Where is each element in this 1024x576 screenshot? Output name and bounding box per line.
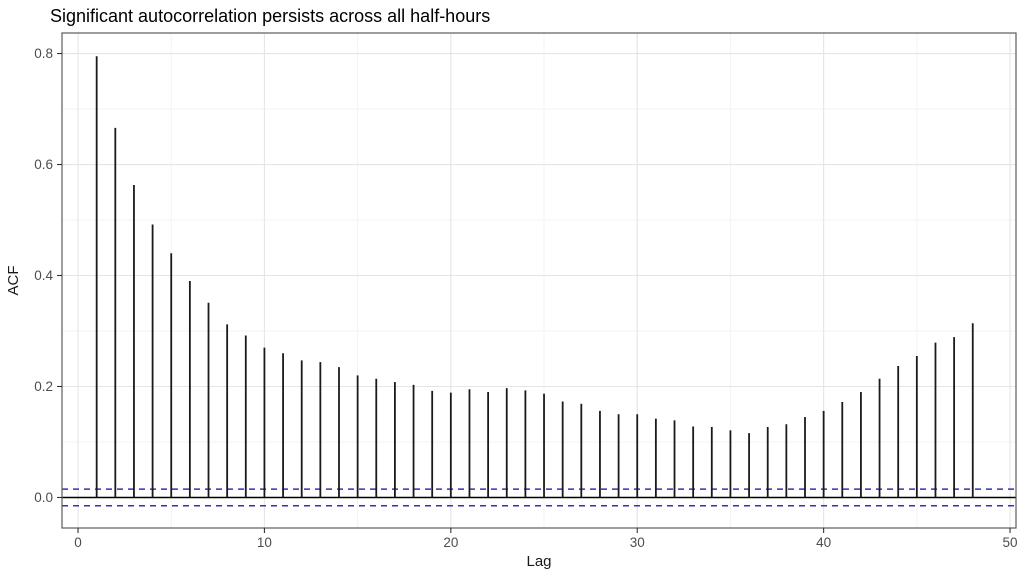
panel-background: [62, 33, 1016, 528]
y-axis-title: ACF: [5, 266, 22, 296]
y-tick-label: 0.6: [34, 157, 53, 172]
y-tick-label: 0.8: [34, 46, 53, 61]
x-tick-label: 0: [74, 535, 82, 550]
x-axis-title: Lag: [526, 553, 551, 570]
x-tick-label: 20: [443, 535, 458, 550]
chart-title: Significant autocorrelation persists acr…: [50, 6, 491, 26]
y-tick-label: 0.4: [34, 268, 53, 283]
y-tick-label: 0.0: [34, 490, 53, 505]
panel-border: [61, 32, 1017, 529]
x-tick-label: 30: [630, 535, 645, 550]
y-tick-label: 0.2: [34, 379, 53, 394]
x-tick-label: 40: [816, 535, 831, 550]
x-tick-label: 50: [1003, 535, 1018, 550]
x-tick-label: 10: [257, 535, 272, 550]
